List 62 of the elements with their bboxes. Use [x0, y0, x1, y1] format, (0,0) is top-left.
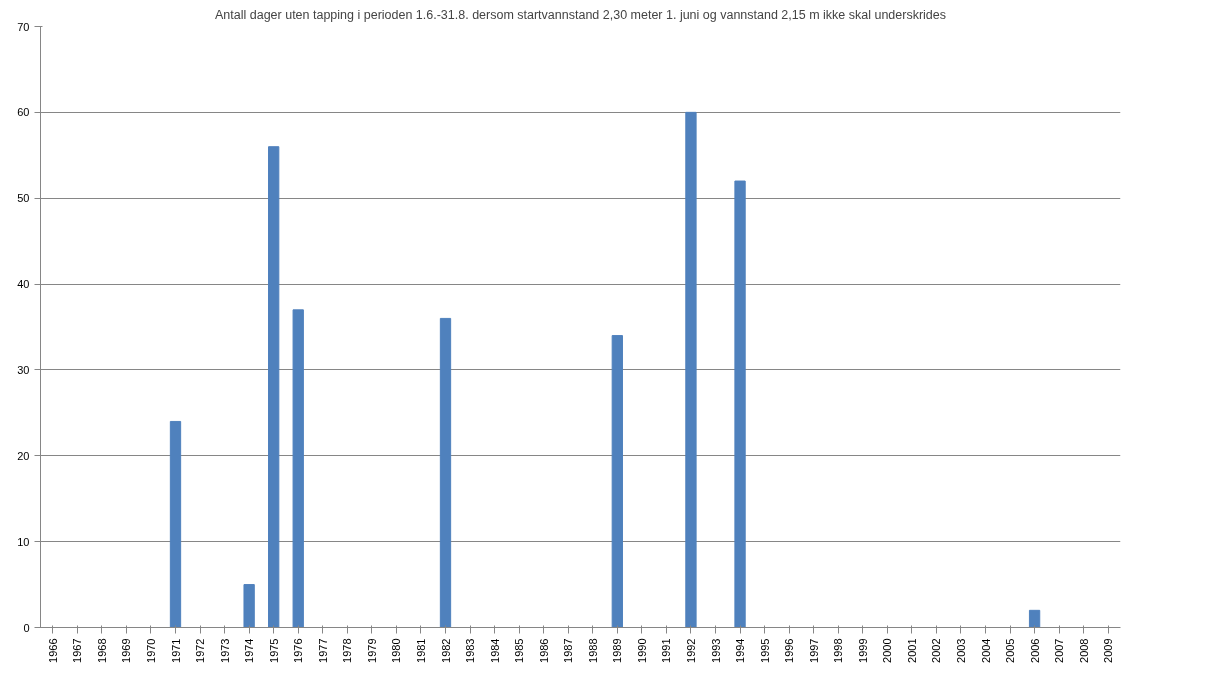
x-tick-label: 1991: [660, 638, 673, 663]
x-tick-label: 1979: [365, 638, 378, 663]
y-tick-label: 30: [17, 363, 30, 376]
x-tick-label: 1970: [144, 638, 157, 663]
y-tick-label: 20: [17, 449, 30, 462]
x-tick-label: 1976: [292, 638, 305, 663]
bar: [439, 317, 452, 628]
x-tick-label: 2004: [979, 638, 992, 663]
x-tick-label: 1986: [537, 638, 550, 663]
x-tick-label: 1980: [390, 638, 403, 663]
x-tick-label: 2000: [881, 638, 894, 663]
bar: [243, 584, 255, 628]
x-tick-label: 2008: [1077, 638, 1090, 663]
x-tick-label: 1987: [562, 638, 575, 663]
x-tick-label: 2002: [930, 638, 943, 663]
bar: [169, 420, 182, 628]
x-tick-label: 2005: [1004, 638, 1017, 663]
x-tick-label: 1989: [611, 638, 624, 663]
y-tick-label: 40: [17, 278, 30, 291]
bar: [611, 335, 623, 628]
x-tick-label: 1999: [856, 638, 869, 663]
bar: [734, 180, 746, 628]
x-tick-label: 1997: [807, 638, 820, 663]
x-tick-label: 1988: [586, 638, 599, 663]
x-tick-label: 1984: [488, 638, 501, 663]
x-tick-label: 1998: [832, 638, 845, 663]
x-tick-label: 1967: [71, 638, 84, 663]
x-tick-label: 1985: [513, 638, 526, 663]
x-tick-label: 1993: [709, 638, 722, 663]
y-tick-label: 70: [17, 20, 30, 33]
x-tick-label: 1977: [316, 638, 329, 663]
bar: [1028, 609, 1041, 628]
bar: [268, 146, 280, 628]
y-tick-label: 60: [17, 106, 30, 119]
x-tick-label: 1973: [218, 638, 231, 663]
x-tick-label: 2007: [1053, 638, 1066, 663]
x-tick-label: 2006: [1028, 638, 1041, 663]
bar: [292, 309, 304, 628]
y-tick-label: 0: [23, 621, 30, 634]
x-tick-label: 1966: [46, 638, 59, 663]
x-tick-label: 1983: [464, 638, 477, 663]
chart-title: Antall dager uten tapping i perioden 1.6.-31.8. dersom startvannstand 2,30 meter 1. juni og vannstand 2,15 m ikke skal underskrides: [215, 7, 946, 22]
y-tick-label: 50: [17, 192, 30, 205]
x-tick-label: 1995: [758, 638, 771, 663]
x-tick-label: 1992: [684, 638, 697, 663]
x-tick-label: 1968: [95, 638, 108, 663]
x-tick-label: 1972: [194, 638, 207, 663]
x-tick-label: 1994: [734, 638, 747, 663]
x-tick-label: 2001: [905, 638, 918, 663]
x-tick-label: 1975: [267, 638, 280, 663]
x-tick-label: 1982: [439, 638, 452, 663]
x-tick-label: 1974: [243, 638, 256, 663]
x-tick-label: 1981: [414, 638, 427, 663]
x-tick-label: 2003: [954, 638, 967, 663]
y-tick-label: 10: [17, 535, 30, 548]
x-tick-label: 1990: [635, 638, 648, 663]
x-tick-label: 1978: [341, 638, 354, 663]
x-tick-label: 1971: [169, 638, 182, 663]
x-tick-label: 1996: [783, 638, 796, 663]
bar: [685, 111, 697, 628]
x-tick-label: 2009: [1102, 638, 1115, 663]
x-tick-label: 1969: [120, 638, 133, 663]
